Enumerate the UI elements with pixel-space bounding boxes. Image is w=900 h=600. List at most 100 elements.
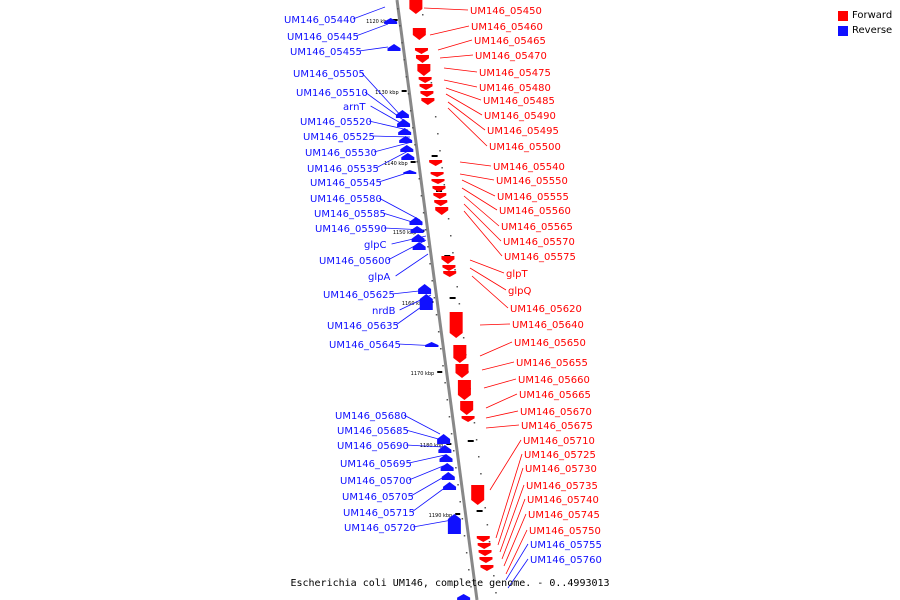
leader-line — [463, 203, 502, 242]
scale-tick-label: 1160 kbp — [402, 301, 426, 307]
gene-label-UM146_05760: UM146_05760 — [530, 555, 602, 566]
lane-dot — [425, 229, 427, 231]
leader-line — [403, 414, 441, 435]
gene-label-UM146_05585: UM146_05585 — [314, 209, 386, 220]
forward-gene — [432, 186, 446, 192]
lane-dot — [468, 569, 470, 571]
gene-label-UM146_05715: UM146_05715 — [343, 508, 415, 519]
lane-dot — [431, 280, 433, 282]
scale-tick — [401, 90, 407, 92]
leader-line — [391, 289, 429, 295]
scale-tick-label: 1150 kbp — [393, 230, 417, 236]
forward-gene — [479, 557, 493, 563]
leader-line — [429, 25, 470, 36]
gene-label-UM146_05675: UM146_05675 — [521, 421, 593, 432]
lane-dot — [443, 184, 446, 186]
legend-forward: Forward — [838, 8, 892, 23]
reverse-gene — [400, 145, 414, 152]
gene-label-UM146_05575: UM146_05575 — [504, 252, 576, 263]
leader-line — [371, 135, 411, 138]
forward-gene — [476, 536, 490, 542]
lane-dot — [430, 82, 433, 84]
forward-gene — [477, 543, 491, 549]
leader-line — [469, 267, 507, 291]
leader-line — [489, 439, 522, 491]
lane-dot — [475, 439, 478, 441]
lane-dot — [454, 269, 456, 271]
gene-label-UM146_05700: UM146_05700 — [340, 476, 412, 487]
leader-line — [395, 253, 429, 277]
reverse-gene — [387, 44, 401, 51]
leader-line — [423, 7, 469, 11]
lane-dot — [420, 195, 423, 197]
lane-dot — [461, 518, 464, 520]
legend-forward-label: Forward — [852, 10, 893, 21]
leader-line — [463, 195, 500, 227]
reverse-gene — [441, 472, 455, 480]
forward-gene — [418, 77, 432, 83]
leader-line — [410, 473, 450, 497]
reverse-gene — [439, 454, 453, 462]
reverse-gene — [457, 594, 471, 600]
leader-line — [483, 378, 517, 389]
reverse-gene — [401, 153, 415, 160]
reverse-gene — [447, 514, 461, 534]
gene-label-UM146_05550: UM146_05550 — [496, 176, 568, 187]
tick-mark — [476, 510, 483, 512]
leader-line — [382, 212, 423, 226]
lane-dot — [422, 212, 425, 214]
lane-dot — [401, 42, 403, 44]
forward-gene — [453, 345, 467, 363]
lane-dot — [457, 484, 459, 486]
leader-line — [447, 107, 488, 147]
lane-dot — [416, 161, 418, 163]
leader-line — [364, 91, 407, 123]
leader-line — [397, 343, 440, 347]
leader-line — [461, 179, 496, 197]
lane-dot — [455, 467, 457, 469]
lane-dot — [405, 76, 408, 78]
lane-dot — [458, 303, 461, 305]
gene-label-nrdB: nrdB — [372, 306, 396, 317]
gene-label-glpC: glpC — [364, 240, 386, 251]
legend-forward-swatch — [838, 10, 848, 21]
forward-gene — [431, 179, 445, 184]
scale-tick-label: 1120 kbp — [366, 19, 390, 25]
leader-line — [405, 444, 444, 448]
forward-gene — [455, 364, 469, 378]
leader-line — [443, 67, 478, 73]
forward-gene — [443, 271, 457, 277]
scale-tick — [410, 161, 416, 163]
leader-line — [395, 299, 432, 326]
tick-mark — [431, 155, 438, 157]
reverse-gene — [412, 242, 426, 250]
gene-label-UM146_05525: UM146_05525 — [303, 132, 375, 143]
leader-line — [499, 484, 525, 553]
scale-tick-label: 1130 kbp — [375, 90, 399, 96]
gene-label-UM146_05545: UM146_05545 — [310, 178, 382, 189]
forward-gene — [420, 91, 434, 97]
tick-mark — [449, 297, 456, 299]
lane-dot — [447, 218, 450, 220]
gene-label-UM146_05750: UM146_05750 — [529, 526, 601, 537]
lane-dot — [462, 337, 465, 339]
leader-line — [412, 519, 453, 528]
lane-dot — [453, 450, 455, 452]
reverse-gene — [438, 445, 452, 453]
leader-line — [387, 239, 427, 261]
gene-label-UM146_05705: UM146_05705 — [342, 492, 414, 503]
lane-dot — [478, 456, 480, 458]
leader-line — [443, 79, 478, 88]
gene-label-UM146_05540: UM146_05540 — [493, 162, 565, 173]
lane-dot — [435, 314, 438, 316]
gene-label-UM146_05530: UM146_05530 — [305, 148, 377, 159]
leader-line — [479, 323, 511, 326]
gene-label-UM146_05695: UM146_05695 — [340, 459, 412, 470]
lane-dot — [488, 541, 491, 543]
scale-tick-label: 1190 kbp — [429, 513, 453, 519]
lane-dot — [456, 286, 458, 288]
gene-label-UM146_05740: UM146_05740 — [527, 495, 599, 506]
lane-dot — [437, 133, 439, 135]
leader-line — [370, 105, 407, 127]
